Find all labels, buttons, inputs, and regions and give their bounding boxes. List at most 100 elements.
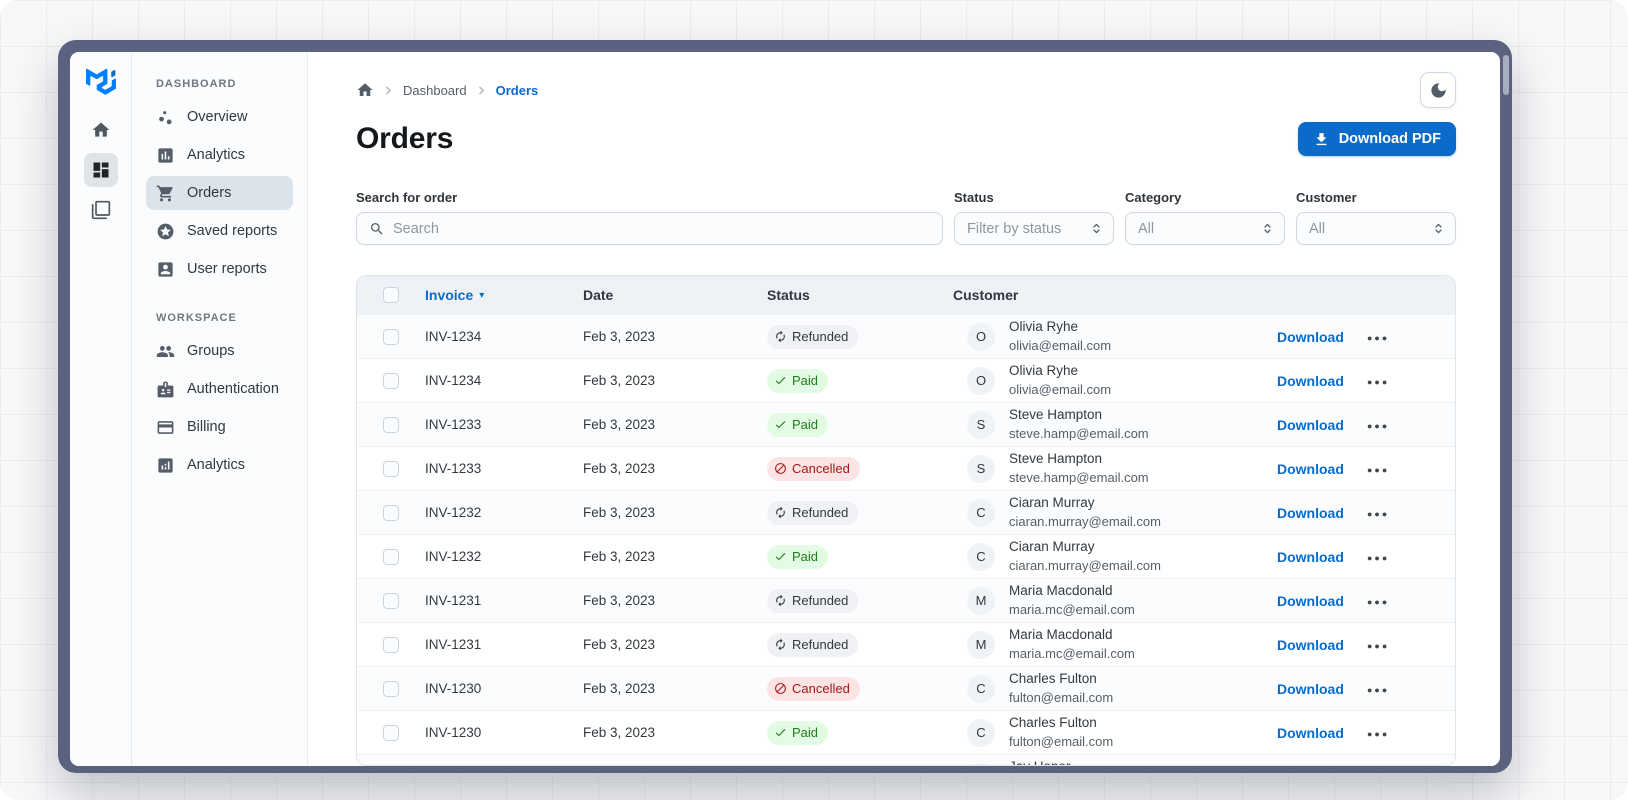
row-menu-button[interactable]: ●●●: [1367, 509, 1390, 519]
autorenew-icon: [774, 638, 787, 651]
customer-name: Charles Fulton: [1009, 671, 1097, 687]
row-checkbox[interactable]: [383, 460, 399, 477]
download-link[interactable]: Download: [1277, 636, 1344, 653]
main-content: Dashboard Orders Orders Download PDF Sea…: [308, 52, 1500, 766]
select-value: All: [1309, 220, 1326, 237]
rail-layers-button[interactable]: [84, 193, 118, 227]
select-all-checkbox[interactable]: [383, 287, 399, 303]
row-checkbox[interactable]: [383, 328, 399, 345]
sidebar-item-saved-reports[interactable]: Saved reports: [146, 214, 293, 248]
row-menu-button[interactable]: ●●●: [1367, 597, 1390, 607]
row-checkbox[interactable]: [383, 504, 399, 521]
status-label: Paid: [792, 417, 819, 432]
customer-name: Maria Macdonald: [1009, 627, 1113, 643]
table-header-row: Invoice ▾ Date Status Customer: [357, 276, 1455, 314]
table-row: INV-1232 Feb 3, 2023 Refunded C Ciaran Murra…: [357, 490, 1455, 534]
download-link[interactable]: Download: [1277, 592, 1344, 609]
app-window: DASHBOARD Overview Analytics Orders Saved re…: [58, 40, 1512, 773]
row-menu-button[interactable]: ●●●: [1367, 729, 1390, 739]
date-cell: Feb 3, 2023: [583, 725, 656, 740]
invoice-cell: INV-1232: [425, 505, 482, 520]
download-pdf-button[interactable]: Download PDF: [1297, 122, 1456, 156]
row-checkbox[interactable]: [383, 724, 399, 741]
sidebar-item-analytics[interactable]: Analytics: [146, 138, 293, 172]
download-link[interactable]: Download: [1277, 328, 1344, 345]
download-link[interactable]: Download: [1277, 680, 1344, 697]
layers-icon: [91, 200, 111, 220]
customer-name: Charles Fulton: [1009, 715, 1097, 731]
sidebar-item-label: Saved reports: [187, 223, 278, 239]
download-link[interactable]: Download: [1277, 548, 1344, 565]
row-menu-button[interactable]: ●●●: [1367, 553, 1390, 563]
avatar: O: [967, 366, 995, 395]
row-checkbox[interactable]: [383, 372, 399, 389]
table-row: INV-1230 Feb 3, 2023 Paid C Charles Fulton fu…: [357, 710, 1455, 754]
avatar: C: [967, 674, 995, 703]
row-checkbox[interactable]: [383, 680, 399, 697]
row-checkbox[interactable]: [383, 416, 399, 433]
breadcrumb-orders[interactable]: Orders: [495, 82, 539, 98]
row-menu-button[interactable]: ●●●: [1367, 685, 1390, 695]
mui-logo: [85, 68, 116, 95]
sidebar-item-billing[interactable]: Billing: [146, 410, 293, 444]
category-select[interactable]: All: [1125, 212, 1285, 245]
filter-status: Status Filter by status: [954, 190, 1114, 245]
filter-label: Customer: [1296, 190, 1357, 205]
select-value: All: [1138, 220, 1155, 237]
download-link[interactable]: Download: [1277, 416, 1344, 433]
sidebar: DASHBOARD Overview Analytics Orders Saved re…: [132, 52, 308, 766]
table-row: INV-1231 Feb 3, 2023 Refunded M Maria Macdon…: [357, 622, 1455, 666]
row-checkbox[interactable]: [383, 592, 399, 609]
download-link[interactable]: Download: [1277, 372, 1344, 389]
sidebar-item-label: Analytics: [187, 147, 246, 163]
column-header-status: Status: [767, 287, 810, 303]
row-checkbox[interactable]: [383, 548, 399, 565]
status-chip: Cancelled: [767, 676, 860, 701]
dark-mode-toggle[interactable]: [1420, 72, 1456, 108]
analytics-icon: [156, 456, 175, 475]
sidebar-item-authentication[interactable]: Authentication: [146, 372, 293, 406]
status-select[interactable]: Filter by status: [954, 212, 1114, 245]
customer-email: olivia@email.com: [1009, 337, 1112, 353]
row-menu-button[interactable]: ●●●: [1367, 465, 1390, 475]
breadcrumb-home-icon[interactable]: [356, 81, 374, 99]
breadcrumb: Dashboard Orders: [356, 81, 538, 99]
column-header-invoice[interactable]: Invoice ▾: [425, 287, 485, 303]
download-link[interactable]: Download: [1277, 724, 1344, 741]
sidebar-item-analytics[interactable]: Analytics: [146, 448, 293, 482]
status-chip: Refunded: [767, 500, 859, 525]
customer-select[interactable]: All: [1296, 212, 1456, 245]
sidebar-item-user-reports[interactable]: User reports: [146, 252, 293, 286]
window-scrollbar[interactable]: [1503, 55, 1509, 95]
customer-name: Olivia Ryhe: [1009, 319, 1079, 335]
customer-name: Ciaran Murray: [1009, 539, 1095, 555]
breadcrumb-dashboard[interactable]: Dashboard: [403, 82, 467, 98]
nav-section-title: WORKSPACE: [156, 312, 237, 324]
row-menu-button[interactable]: ●●●: [1367, 421, 1390, 431]
search-input[interactable]: [393, 220, 930, 237]
check-icon: [774, 726, 787, 739]
customer-name: Steve Hampton: [1009, 407, 1103, 423]
status-label: Cancelled: [792, 461, 850, 476]
download-link[interactable]: Download: [1277, 460, 1344, 477]
sidebar-item-orders[interactable]: Orders: [146, 176, 293, 210]
avatar: O: [967, 322, 995, 351]
customer-email: maria.mc@email.com: [1009, 645, 1135, 661]
download-link[interactable]: Download: [1277, 504, 1344, 521]
row-menu-button[interactable]: ●●●: [1367, 641, 1390, 651]
search-icon: [369, 221, 385, 237]
filter-category: Category All: [1125, 190, 1285, 245]
sidebar-item-overview[interactable]: Overview: [146, 100, 293, 134]
row-checkbox[interactable]: [383, 636, 399, 653]
scatter-icon: [156, 108, 175, 127]
customer-name: Ciaran Murray: [1009, 495, 1095, 511]
row-menu-button[interactable]: ●●●: [1367, 377, 1390, 387]
rail-home-button[interactable]: [84, 113, 118, 147]
rail-dashboard-button[interactable]: [83, 153, 118, 187]
avatar: C: [967, 718, 995, 747]
sidebar-item-groups[interactable]: Groups: [146, 334, 293, 368]
date-cell: Feb 3, 2023: [583, 593, 656, 608]
invoice-cell: INV-1230: [425, 725, 482, 740]
row-menu-button[interactable]: ●●●: [1367, 333, 1390, 343]
filter-label: Status: [954, 190, 994, 205]
